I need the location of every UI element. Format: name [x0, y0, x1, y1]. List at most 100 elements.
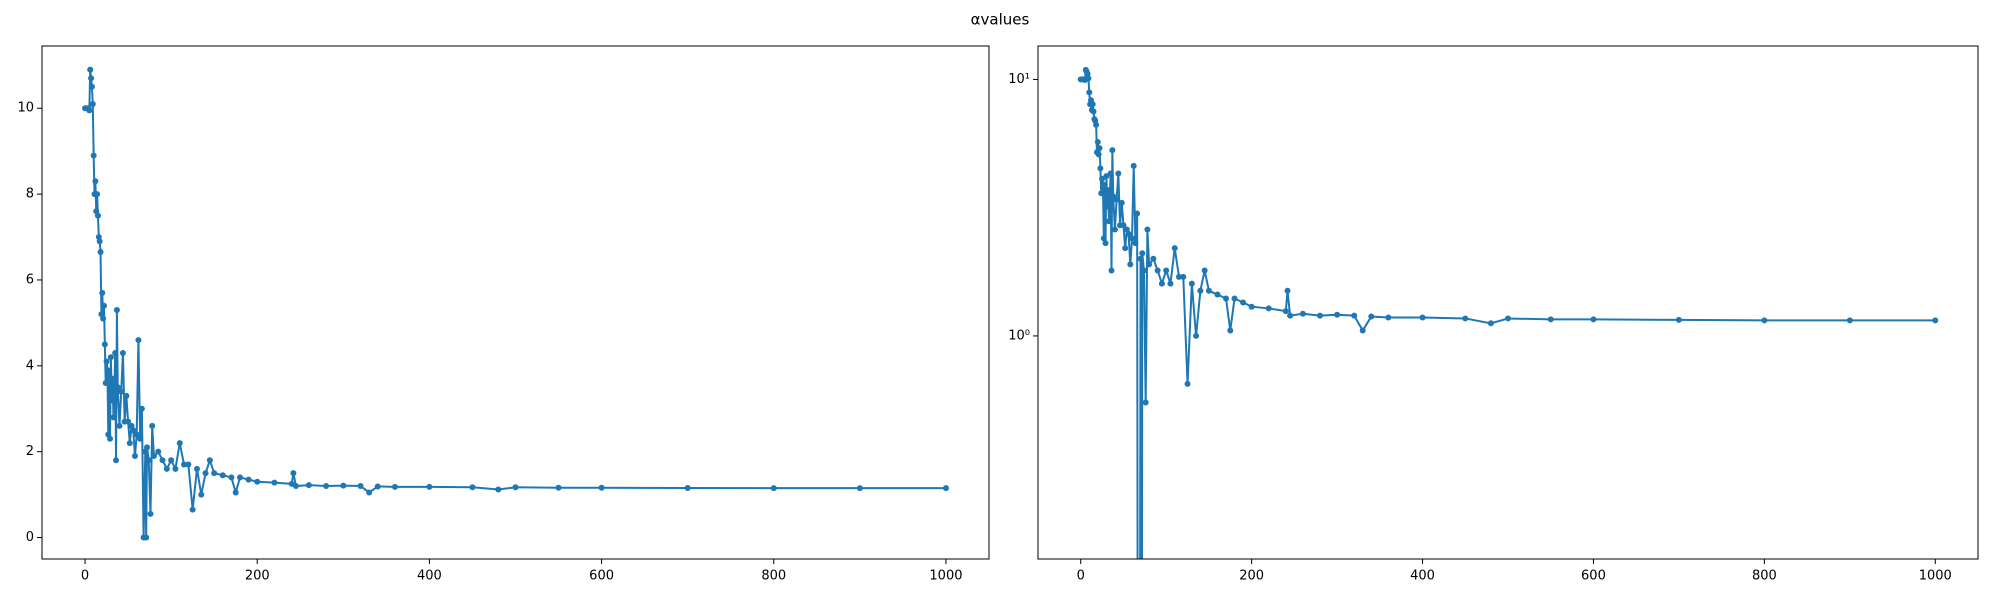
point — [113, 457, 120, 464]
plot-area — [82, 66, 949, 541]
point — [159, 457, 166, 464]
point — [1158, 280, 1165, 287]
point — [145, 457, 152, 464]
x-tick-label: 1000 — [1919, 569, 1952, 584]
point — [598, 484, 605, 491]
point — [193, 465, 200, 472]
point — [1097, 165, 1104, 172]
point — [1351, 312, 1358, 319]
y-tick-label: 4 — [26, 358, 34, 373]
point — [163, 465, 170, 472]
series-line — [1080, 69, 1936, 559]
point — [1093, 121, 1100, 128]
point — [88, 83, 95, 90]
point — [150, 452, 157, 459]
point — [305, 482, 312, 489]
point — [1287, 312, 1294, 319]
point — [119, 349, 126, 356]
point — [555, 484, 562, 491]
point — [237, 474, 244, 481]
point — [1227, 327, 1234, 334]
point — [1248, 303, 1255, 310]
point — [1134, 210, 1141, 217]
point — [1129, 235, 1135, 242]
point — [1085, 75, 1092, 82]
x-tick-label: 1000 — [929, 569, 962, 584]
point — [1098, 190, 1105, 197]
point — [1102, 240, 1109, 247]
x-tick-label: 600 — [1581, 569, 1606, 584]
plot-area — [1077, 66, 1939, 559]
point — [107, 354, 114, 361]
point — [426, 483, 433, 490]
point — [137, 435, 144, 442]
point — [1334, 311, 1341, 318]
point — [172, 465, 179, 472]
x-tick-label: 200 — [1239, 569, 1264, 584]
point — [684, 484, 691, 491]
point — [1154, 267, 1161, 274]
point — [143, 534, 150, 541]
point — [123, 392, 130, 399]
point — [1142, 399, 1149, 406]
y-tick-label: 2 — [26, 444, 34, 459]
point — [1419, 314, 1426, 321]
y-tick-label: 6 — [26, 272, 34, 287]
point — [1163, 267, 1170, 274]
point — [144, 444, 151, 451]
point — [1846, 317, 1853, 324]
point — [1090, 108, 1097, 115]
point — [1130, 162, 1137, 169]
figure-title: αvalues — [971, 11, 1030, 29]
point — [856, 485, 863, 492]
point — [245, 476, 252, 483]
point — [94, 191, 101, 198]
point — [1146, 261, 1153, 268]
point — [1111, 226, 1118, 233]
point — [1547, 316, 1554, 323]
point — [391, 483, 398, 490]
x-tick-label: 600 — [589, 569, 614, 584]
point — [228, 474, 235, 481]
point — [97, 249, 104, 256]
point — [1118, 199, 1125, 206]
point — [1932, 317, 1939, 324]
point — [106, 371, 113, 378]
point — [185, 461, 192, 468]
point — [149, 422, 156, 429]
point — [138, 405, 145, 412]
point — [770, 485, 777, 492]
point — [135, 337, 142, 344]
point — [1167, 280, 1174, 287]
point — [1132, 240, 1139, 247]
point — [1265, 305, 1272, 312]
point — [1462, 315, 1469, 322]
point — [1231, 295, 1238, 302]
point — [1487, 320, 1494, 327]
point — [1171, 245, 1178, 252]
axes-frame — [1037, 45, 1979, 560]
point — [1113, 196, 1120, 203]
point — [89, 100, 96, 107]
x-tick-label: 400 — [1410, 569, 1435, 584]
point — [176, 440, 183, 447]
point — [495, 486, 502, 493]
point — [1193, 332, 1200, 339]
point — [101, 341, 108, 348]
point — [1140, 267, 1147, 274]
point — [292, 483, 299, 490]
point — [168, 457, 175, 464]
point — [189, 506, 196, 513]
point — [1368, 313, 1375, 320]
point — [1223, 295, 1229, 302]
point — [1505, 315, 1511, 322]
point — [1144, 226, 1151, 233]
point — [1184, 380, 1191, 387]
y-tick-label: 10 — [17, 101, 34, 116]
point — [103, 358, 110, 365]
point — [1089, 101, 1096, 108]
point — [1359, 327, 1366, 334]
x-tick-label: 400 — [417, 569, 442, 584]
point — [1115, 170, 1122, 177]
point — [1205, 287, 1212, 294]
